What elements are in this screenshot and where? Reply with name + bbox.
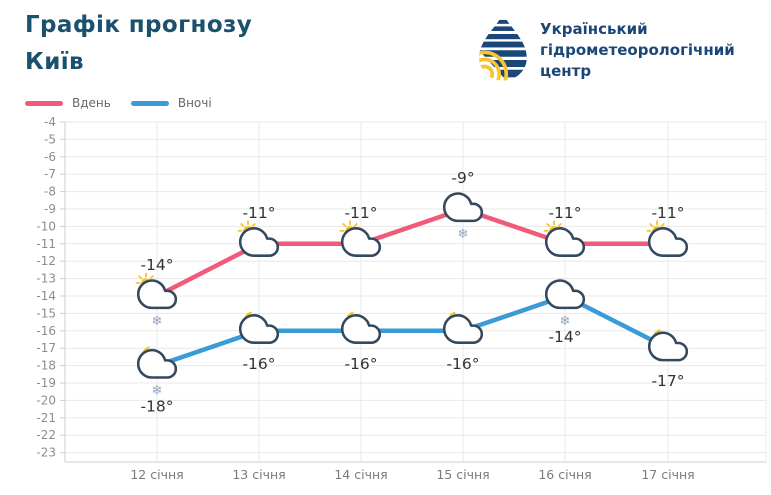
page-header: Графік прогнозу Київ [25,12,252,75]
cloud-icon: ❄-14° [544,279,586,346]
night-temp-label: -16° [344,355,377,373]
y-axis-tick-label: -16 [36,324,56,338]
day-temp-label: -11° [651,204,684,222]
cloud-icon [136,348,178,379]
y-axis-tick-label: -18 [36,359,56,373]
night-temp-label: -17° [651,372,684,390]
night-line-swatch [130,100,169,106]
cloud-icon [340,227,382,257]
series-line-day [154,206,671,299]
moon-behind-cloud-icon: -17° [647,329,689,390]
page-title: Графік прогнозу [25,12,253,38]
chart-legend: Вдень Вночі [25,96,212,110]
page-subtitle-city: Київ [25,49,84,75]
day-temp-label: -11° [242,204,275,222]
y-axis-tick-label: -14 [36,289,56,303]
y-axis-tick-label: -4 [44,115,56,129]
y-axis-tick-label: -21 [36,411,56,425]
y-axis-tick-label: -13 [36,272,56,286]
snowflake-icon: ❄ [152,314,163,329]
day-temp-label: -14° [140,256,173,274]
night-temp-label: -18° [140,398,173,416]
sun-behind-cloud-icon: -11° [339,204,382,257]
x-axis-label: 13 січня [232,467,285,482]
y-axis-tick-label: -5 [44,132,56,146]
y-axis-tick-label: -12 [36,254,56,268]
y-axis-tick-label: -17 [36,341,56,355]
moon-behind-cloud-icon: -16° [442,311,484,373]
y-axis-tick-label: -22 [36,428,56,442]
night-temp-label: -14° [548,328,581,346]
snowflake-icon: ❄ [152,384,163,399]
day-temp-label: -9° [451,169,474,187]
y-axis-tick-label: -15 [36,306,56,320]
x-axis-label: 15 січня [436,467,489,482]
x-axis-label: 17 січня [641,467,694,482]
y-axis-tick-label: -20 [36,393,56,407]
cloud-icon [647,331,689,362]
night-temp-label: -16° [446,355,479,373]
snowflake-icon: ❄ [458,227,469,242]
sun-behind-cloud-icon: -11° [646,204,689,257]
forecast-chart-svg: -4 -5 -6 -7 -8 -9 -10 -11 -12 -13 -14 -15 -16 -17 -18 -… [36,115,767,482]
moon-behind-cloud-icon: -16° [340,311,382,373]
legend-label-night: Вночі [177,96,212,110]
y-axis-tick-label: -7 [44,167,56,181]
forecast-chart: -4 -5 -6 -7 -8 -9 -10 -11 -12 -13 -14 -15 -16 -17 -18 -… [0,110,771,491]
day-temp-label: -11° [548,204,581,222]
y-axis-tick-label: -19 [36,376,56,390]
x-axis-label: 12 січня [130,467,183,482]
cloud-icon [238,314,280,344]
snowflake-icon: ❄ [560,314,571,329]
brand-line-1: Український [540,20,648,38]
y-axis-tick-label: -9 [44,202,56,216]
x-axis-label: 16 січня [538,467,591,482]
y-axis-tick-label: -11 [36,237,56,251]
cloud-icon [238,227,280,257]
legend-item-night: Вночі [130,96,212,110]
y-axis-tick-label: -8 [44,185,56,199]
night-temp-label: -16° [242,355,275,373]
y-axis-tick-label: -6 [44,150,56,164]
cloud-icon [136,279,178,310]
y-axis-tick-label: -10 [36,219,56,233]
sun-behind-cloud-icon: ❄ -14° [135,256,178,329]
cloud-icon [442,314,484,344]
uhmc-logo-mark [479,19,527,81]
cloud-icon [442,192,484,223]
legend-label-day: Вдень [72,96,111,110]
cloud-icon [544,279,586,310]
day-temp-label: -11° [344,204,377,222]
cloud-icon [544,227,586,257]
sun-behind-cloud-icon: -11° [237,204,280,257]
sun-behind-cloud-icon: -11° [543,204,586,257]
uhmc-logo-text: Український гідрометеорологічний центр [540,12,735,82]
cloud-icon [340,314,382,344]
cloud-icon: ❄ -9° [442,169,484,242]
uhmc-logo: Український гідрометеорологічний центр [477,12,735,82]
brand-line-3: центр [540,62,592,80]
x-axis-label: 14 січня [334,467,387,482]
legend-item-day: Вдень [25,96,111,110]
cloud-icon [647,227,689,257]
brand-line-2: гідрометеорологічний [540,41,735,59]
moon-behind-cloud-icon: -16° [238,311,280,373]
y-axis-tick-label: -23 [36,446,56,460]
moon-behind-cloud-icon: ❄-18° [136,346,178,416]
day-line-swatch [25,100,63,106]
